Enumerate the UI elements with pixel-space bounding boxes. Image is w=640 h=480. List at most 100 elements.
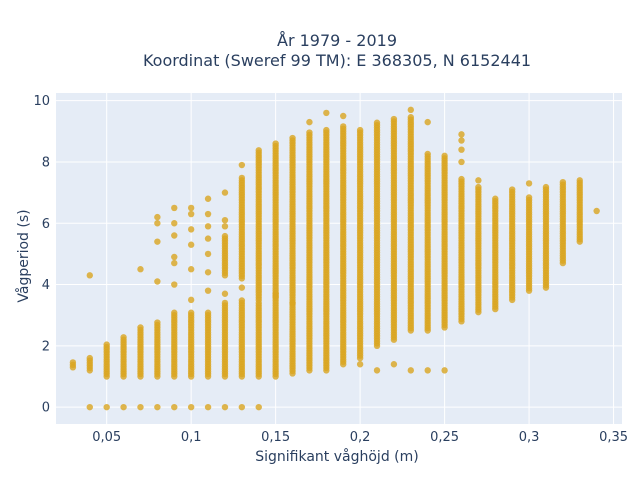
data-point xyxy=(407,106,415,114)
data-point xyxy=(204,403,212,411)
data-point xyxy=(306,118,313,126)
y-tick-label: 4 xyxy=(42,278,50,293)
x-tick-label: 0,2 xyxy=(350,430,371,445)
data-point xyxy=(171,281,178,288)
data-point xyxy=(238,297,246,304)
data-point xyxy=(356,126,364,134)
data-point xyxy=(221,223,229,230)
data-point xyxy=(458,158,465,166)
data-point xyxy=(154,220,161,227)
data-point xyxy=(137,324,144,331)
scatter-markers xyxy=(69,106,600,411)
data-point xyxy=(187,226,195,233)
y-tick-label: 0 xyxy=(42,401,50,416)
data-point xyxy=(272,140,279,147)
data-point xyxy=(238,403,246,411)
data-point xyxy=(154,213,161,221)
x-tick-label: 0,15 xyxy=(261,430,290,445)
data-point xyxy=(492,195,499,202)
data-point xyxy=(187,210,195,218)
data-point xyxy=(137,266,144,273)
y-tick-label: 2 xyxy=(42,339,50,354)
data-point xyxy=(154,278,161,285)
data-point xyxy=(458,146,465,153)
y-tick-label: 10 xyxy=(33,94,50,109)
data-point xyxy=(525,180,533,187)
data-point xyxy=(171,403,178,411)
data-point xyxy=(559,178,567,186)
chart-title-line-1: År 1979 - 2019 xyxy=(277,31,397,50)
data-point xyxy=(171,253,178,261)
data-point xyxy=(187,266,195,273)
data-point xyxy=(390,115,398,123)
data-point xyxy=(441,152,448,160)
y-tick-label: 6 xyxy=(42,217,50,232)
data-point xyxy=(204,287,212,294)
data-point xyxy=(171,259,178,267)
data-point xyxy=(542,183,550,191)
y-tick-label: 8 xyxy=(42,155,50,170)
data-point xyxy=(508,186,516,193)
data-point xyxy=(238,284,246,291)
data-point xyxy=(221,189,229,196)
data-point xyxy=(86,272,93,279)
data-point xyxy=(86,354,93,362)
data-point xyxy=(204,210,212,218)
data-point xyxy=(103,341,110,348)
x-tick-label: 0,3 xyxy=(519,430,540,445)
data-point xyxy=(171,232,178,239)
data-point xyxy=(373,367,381,374)
data-point xyxy=(221,403,229,411)
data-point xyxy=(154,403,161,411)
data-point xyxy=(221,232,229,240)
data-point xyxy=(441,367,448,374)
data-point xyxy=(238,174,246,182)
x-axis-title: Signifikant våghöjd (m) xyxy=(255,448,418,465)
data-point xyxy=(86,403,93,411)
data-point xyxy=(204,309,212,316)
x-tick-label: 0,35 xyxy=(599,430,628,445)
y-tick-labels: 0 2 4 6 8 10 xyxy=(33,94,50,415)
data-point xyxy=(154,319,161,326)
data-point xyxy=(171,309,178,316)
data-point xyxy=(120,403,127,411)
data-point xyxy=(458,175,465,183)
data-point xyxy=(475,177,482,184)
data-point xyxy=(424,367,431,374)
data-point xyxy=(255,147,262,154)
data-point xyxy=(289,134,296,142)
data-point xyxy=(525,194,533,201)
data-point xyxy=(255,403,262,411)
data-point xyxy=(204,223,212,230)
x-tick-labels: 0,05 0,1 0,15 0,2 0,25 0,3 0,35 xyxy=(92,430,628,445)
data-point xyxy=(458,137,465,144)
x-tick-label: 0,25 xyxy=(430,430,459,445)
data-point xyxy=(103,403,110,411)
x-tick-label: 0,05 xyxy=(92,430,121,445)
data-point xyxy=(137,403,144,411)
data-point xyxy=(576,177,583,184)
data-point xyxy=(407,114,415,121)
data-point xyxy=(323,109,330,117)
data-point xyxy=(187,309,195,316)
data-point xyxy=(187,241,195,248)
data-point xyxy=(204,195,212,202)
data-point xyxy=(424,150,431,158)
data-point xyxy=(356,361,364,368)
data-point xyxy=(221,299,229,307)
data-point xyxy=(475,183,482,191)
data-point xyxy=(187,296,195,304)
data-point xyxy=(171,204,178,212)
x-tick-label: 0,1 xyxy=(181,430,202,445)
data-point xyxy=(458,131,465,138)
chart-title-line-2: Koordinat (Sweref 99 TM): E 368305, N 61… xyxy=(143,51,531,70)
data-point xyxy=(221,216,229,224)
data-point xyxy=(323,126,330,134)
data-point xyxy=(204,235,212,242)
data-point xyxy=(289,299,296,307)
data-point xyxy=(204,250,212,258)
data-point xyxy=(120,334,127,341)
data-point xyxy=(204,269,212,276)
